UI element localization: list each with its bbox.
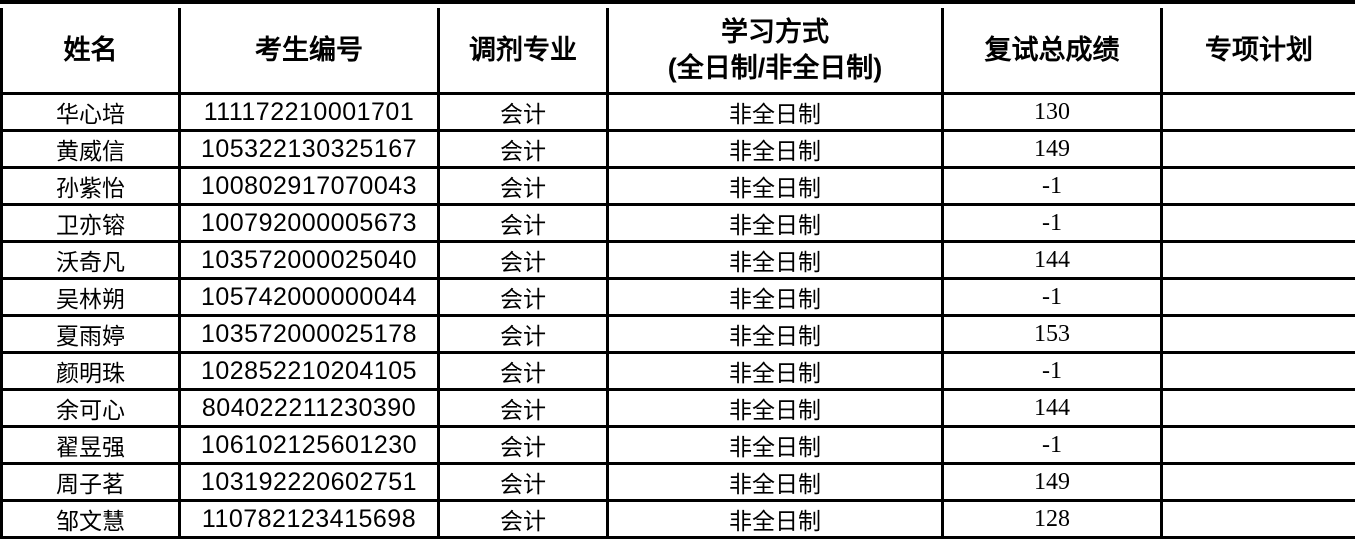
cell-study-mode: 非全日制: [608, 353, 943, 390]
cell-major: 会计: [439, 94, 608, 131]
cell-name: 吴林朔: [2, 279, 180, 316]
cell-candidate-id: 103572000025040: [180, 242, 439, 279]
cell-score: -1: [943, 353, 1162, 390]
cell-special-plan: [1162, 427, 1355, 464]
cell-score: -1: [943, 427, 1162, 464]
cell-special-plan: [1162, 464, 1355, 501]
cell-study-mode: 非全日制: [608, 501, 943, 538]
cell-study-mode: 非全日制: [608, 390, 943, 427]
cell-name: 华心培: [2, 94, 180, 131]
column-header-score: 复试总成绩: [943, 8, 1162, 94]
cell-candidate-id: 103572000025178: [180, 316, 439, 353]
cell-name: 夏雨婷: [2, 316, 180, 353]
cell-major: 会计: [439, 501, 608, 538]
cell-candidate-id: 804022211230390: [180, 390, 439, 427]
cell-name: 邹文慧: [2, 501, 180, 538]
cell-special-plan: [1162, 168, 1355, 205]
column-header-special-plan: 专项计划: [1162, 8, 1355, 94]
column-header-name: 姓名: [2, 8, 180, 94]
cell-score: 153: [943, 316, 1162, 353]
cell-major: 会计: [439, 131, 608, 168]
cell-special-plan: [1162, 131, 1355, 168]
cell-major: 会计: [439, 316, 608, 353]
cell-candidate-id: 105742000000044: [180, 279, 439, 316]
cell-name: 翟昱强: [2, 427, 180, 464]
cell-candidate-id: 103192220602751: [180, 464, 439, 501]
cell-major: 会计: [439, 242, 608, 279]
column-header-candidate-id: 考生编号: [180, 8, 439, 94]
cell-special-plan: [1162, 316, 1355, 353]
cell-score: -1: [943, 279, 1162, 316]
cell-major: 会计: [439, 353, 608, 390]
cell-candidate-id: 106102125601230: [180, 427, 439, 464]
table-header: 姓名 考生编号 调剂专业 学习方式 (全日制/非全日制) 复试总成绩 专项计划: [2, 8, 1355, 94]
cell-name: 颜明珠: [2, 353, 180, 390]
study-mode-header-line2: (全日制/非全日制): [609, 50, 941, 86]
cell-candidate-id: 110782123415698: [180, 501, 439, 538]
column-header-study-mode: 学习方式 (全日制/非全日制): [608, 8, 943, 94]
header-row: 姓名 考生编号 调剂专业 学习方式 (全日制/非全日制) 复试总成绩 专项计划: [2, 8, 1355, 94]
cell-name: 卫亦镕: [2, 205, 180, 242]
cell-special-plan: [1162, 501, 1355, 538]
cell-score: 149: [943, 464, 1162, 501]
cell-score: 144: [943, 390, 1162, 427]
cell-special-plan: [1162, 205, 1355, 242]
cell-score: -1: [943, 168, 1162, 205]
cell-study-mode: 非全日制: [608, 205, 943, 242]
cell-name: 周子茗: [2, 464, 180, 501]
cell-candidate-id: 100792000005673: [180, 205, 439, 242]
cell-special-plan: [1162, 390, 1355, 427]
cell-special-plan: [1162, 94, 1355, 131]
cell-study-mode: 非全日制: [608, 168, 943, 205]
transfer-results-table: 姓名 考生编号 调剂专业 学习方式 (全日制/非全日制) 复试总成绩 专项计划 …: [0, 8, 1355, 539]
cell-special-plan: [1162, 279, 1355, 316]
cell-study-mode: 非全日制: [608, 94, 943, 131]
cell-score: 144: [943, 242, 1162, 279]
cell-study-mode: 非全日制: [608, 464, 943, 501]
cell-score: 128: [943, 501, 1162, 538]
cell-major: 会计: [439, 279, 608, 316]
cell-major: 会计: [439, 205, 608, 242]
cell-study-mode: 非全日制: [608, 316, 943, 353]
cell-study-mode: 非全日制: [608, 131, 943, 168]
cell-name: 孙紫怡: [2, 168, 180, 205]
cell-special-plan: [1162, 242, 1355, 279]
cell-study-mode: 非全日制: [608, 279, 943, 316]
cell-major: 会计: [439, 464, 608, 501]
cell-score: 149: [943, 131, 1162, 168]
cell-score: -1: [943, 205, 1162, 242]
cell-major: 会计: [439, 390, 608, 427]
column-header-major: 调剂专业: [439, 8, 608, 94]
cell-study-mode: 非全日制: [608, 242, 943, 279]
cell-major: 会计: [439, 168, 608, 205]
cell-score: 130: [943, 94, 1162, 131]
cell-major: 会计: [439, 427, 608, 464]
cell-candidate-id: 102852210204105: [180, 353, 439, 390]
cell-name: 沃奇凡: [2, 242, 180, 279]
cell-candidate-id: 100802917070043: [180, 168, 439, 205]
cell-study-mode: 非全日制: [608, 427, 943, 464]
cell-name: 余可心: [2, 390, 180, 427]
study-mode-header-line1: 学习方式: [609, 14, 941, 50]
cell-candidate-id: 111172210001701: [180, 94, 439, 131]
cell-candidate-id: 105322130325167: [180, 131, 439, 168]
cell-special-plan: [1162, 353, 1355, 390]
cell-name: 黄威信: [2, 131, 180, 168]
